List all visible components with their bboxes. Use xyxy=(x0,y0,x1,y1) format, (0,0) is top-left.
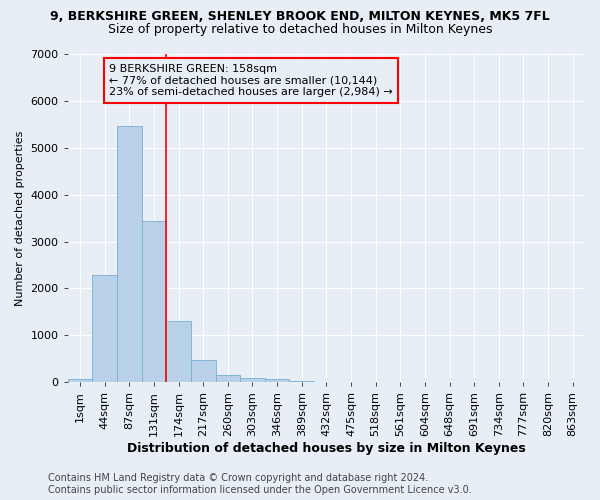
Bar xyxy=(240,378,265,382)
Bar xyxy=(289,381,314,382)
Y-axis label: Number of detached properties: Number of detached properties xyxy=(15,130,25,306)
Text: Size of property relative to detached houses in Milton Keynes: Size of property relative to detached ho… xyxy=(108,22,492,36)
Bar xyxy=(166,321,191,382)
Bar xyxy=(142,221,166,382)
Text: 9, BERKSHIRE GREEN, SHENLEY BROOK END, MILTON KEYNES, MK5 7FL: 9, BERKSHIRE GREEN, SHENLEY BROOK END, M… xyxy=(50,10,550,23)
Bar xyxy=(68,379,92,382)
Bar xyxy=(265,380,289,382)
X-axis label: Distribution of detached houses by size in Milton Keynes: Distribution of detached houses by size … xyxy=(127,442,526,455)
Text: Contains HM Land Registry data © Crown copyright and database right 2024.
Contai: Contains HM Land Registry data © Crown c… xyxy=(48,474,472,495)
Bar xyxy=(92,276,117,382)
Text: 9 BERKSHIRE GREEN: 158sqm
← 77% of detached houses are smaller (10,144)
23% of s: 9 BERKSHIRE GREEN: 158sqm ← 77% of detac… xyxy=(109,64,393,97)
Bar xyxy=(191,360,215,382)
Bar xyxy=(215,375,240,382)
Bar xyxy=(117,126,142,382)
